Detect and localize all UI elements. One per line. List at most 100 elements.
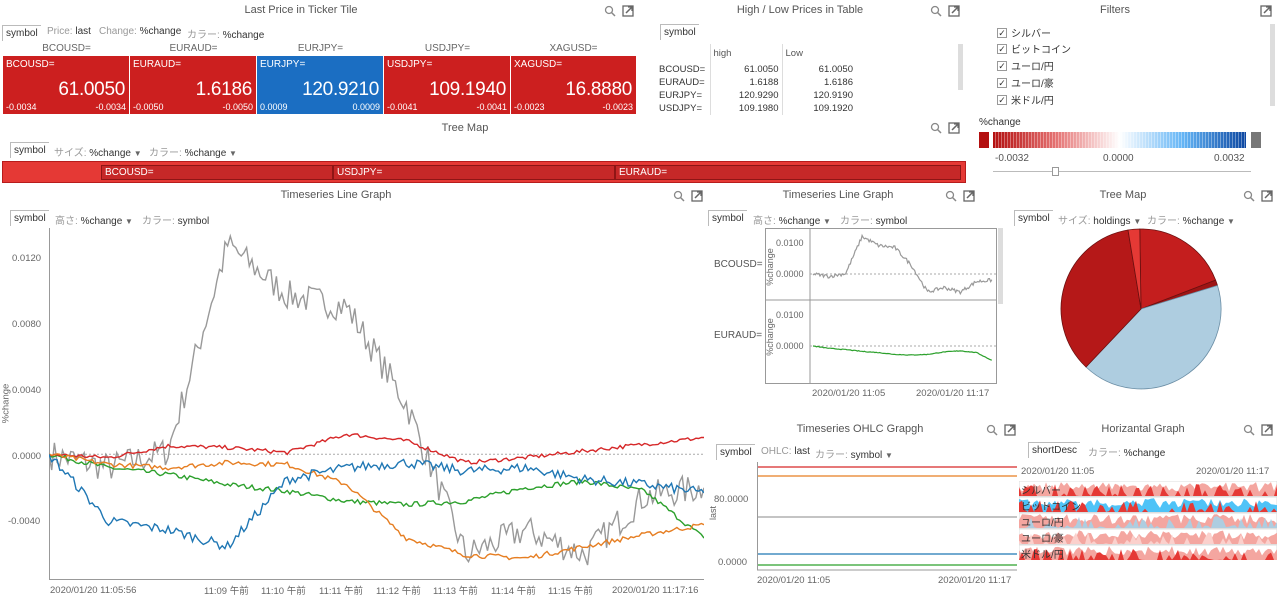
change-value[interactable]: %change bbox=[139, 26, 182, 37]
size-control[interactable]: サイズ: holdings ▼ bbox=[1058, 212, 1141, 227]
color-value[interactable]: %change bbox=[1182, 216, 1225, 227]
search-icon[interactable] bbox=[1243, 424, 1255, 436]
color-value[interactable]: symbol bbox=[875, 216, 908, 227]
color-value[interactable]: symbol bbox=[177, 216, 210, 227]
search-icon[interactable] bbox=[1243, 190, 1255, 202]
search-icon[interactable] bbox=[673, 190, 685, 202]
popout-icon[interactable] bbox=[948, 122, 960, 134]
color-control[interactable]: カラー: %change bbox=[1088, 444, 1165, 459]
change-control[interactable]: Change: %change bbox=[99, 26, 181, 37]
popout-icon[interactable] bbox=[691, 190, 703, 202]
series-line[interactable] bbox=[812, 345, 993, 361]
horizon-row-label: ビットコイン bbox=[1021, 502, 1081, 513]
pie-slice[interactable] bbox=[1127, 228, 1142, 310]
row-symbol: BCOUSD= bbox=[659, 64, 706, 75]
symbol-tag[interactable]: symbol bbox=[660, 24, 699, 40]
treemap-cell[interactable]: EURAUD= bbox=[615, 165, 961, 180]
legend-slider-track[interactable] bbox=[993, 171, 1251, 172]
filter-checkbox[interactable]: ✓ 米ドル/円 bbox=[997, 92, 1054, 107]
pie-slice[interactable] bbox=[1139, 228, 1217, 310]
treemap-cell[interactable]: USDJPY= bbox=[333, 165, 615, 180]
color-control[interactable]: カラー: %change ▼ bbox=[149, 144, 237, 159]
color-control[interactable]: カラー: symbol ▼ bbox=[815, 446, 893, 461]
horizon-chart[interactable] bbox=[1019, 481, 1277, 560]
symbol-tag[interactable]: symbol bbox=[716, 444, 755, 460]
popout-icon[interactable] bbox=[622, 5, 634, 17]
popout-icon[interactable] bbox=[1004, 424, 1016, 436]
y-tick: 0.0080 bbox=[12, 319, 42, 330]
pie-slice[interactable] bbox=[1060, 229, 1142, 368]
horizon-row-label: 米ドル/円 bbox=[1021, 550, 1064, 561]
symbol-tag[interactable]: symbol bbox=[10, 210, 49, 226]
horizon-row-label: ユーロ/円 bbox=[1021, 518, 1064, 529]
search-icon[interactable] bbox=[945, 190, 957, 202]
main-line-chart[interactable] bbox=[49, 228, 704, 580]
ticker-tile[interactable]: XAGUSD= 16.8880 -0.0023 -0.0023 bbox=[511, 56, 636, 114]
series-line[interactable] bbox=[812, 233, 993, 296]
symbol-tag[interactable]: symbol bbox=[10, 142, 49, 158]
search-icon[interactable] bbox=[930, 122, 942, 134]
height-value[interactable]: %change bbox=[80, 216, 123, 227]
color-value[interactable]: %change bbox=[184, 148, 227, 159]
filter-checkbox[interactable]: ✓ ユーロ/円 bbox=[997, 58, 1054, 73]
series-line[interactable] bbox=[49, 233, 704, 566]
hilo-scrollbar[interactable] bbox=[958, 44, 963, 90]
size-value[interactable]: holdings bbox=[1093, 216, 1131, 227]
height-control[interactable]: 高さ: %change ▼ bbox=[753, 212, 831, 227]
tile-change-left: 0.0009 bbox=[260, 102, 288, 112]
popout-icon[interactable] bbox=[963, 190, 975, 202]
price-value[interactable]: last bbox=[75, 26, 91, 37]
pie-chart[interactable] bbox=[1050, 226, 1232, 392]
ohlc-value[interactable]: last bbox=[794, 446, 810, 457]
symbol-tag[interactable]: shortDesc bbox=[1028, 442, 1081, 458]
popout-icon[interactable] bbox=[1260, 5, 1272, 17]
trellis-scrollbar[interactable] bbox=[998, 228, 1003, 304]
ticker-tile[interactable]: BCOUSD= 61.0050 -0.0034 -0.0034 bbox=[3, 56, 129, 114]
legend-max-swatch bbox=[1251, 132, 1261, 148]
check-icon: ✓ bbox=[997, 60, 1007, 71]
col-low-header[interactable]: Low bbox=[781, 44, 856, 63]
color-control[interactable]: カラー: %change bbox=[187, 26, 264, 41]
ohlc-chart[interactable] bbox=[757, 462, 1017, 572]
color-legend-bar bbox=[979, 132, 1267, 148]
color-value[interactable]: %change bbox=[222, 30, 265, 41]
price-control[interactable]: Price: last bbox=[47, 26, 91, 37]
color-label: カラー: bbox=[149, 148, 182, 159]
size-value[interactable]: %change bbox=[89, 148, 131, 159]
symbol-tag[interactable]: symbol bbox=[1014, 210, 1053, 226]
search-icon[interactable] bbox=[930, 5, 942, 17]
legend-slider-handle[interactable] bbox=[1052, 167, 1059, 176]
series-line[interactable] bbox=[49, 433, 704, 465]
color-value[interactable]: symbol bbox=[850, 450, 883, 461]
color-control[interactable]: カラー: symbol bbox=[840, 212, 907, 227]
search-icon[interactable] bbox=[604, 5, 616, 17]
popout-icon[interactable] bbox=[948, 5, 960, 17]
color-control[interactable]: カラー: %change ▼ bbox=[1147, 212, 1235, 227]
filter-checkbox[interactable]: ✓ シルバー bbox=[997, 25, 1051, 40]
symbol-tag[interactable]: symbol bbox=[708, 210, 747, 226]
series-line[interactable] bbox=[49, 453, 704, 561]
symbol-tag[interactable]: symbol bbox=[2, 25, 41, 41]
filter-checkbox[interactable]: ✓ ビットコイン bbox=[997, 41, 1071, 56]
treemap-cell[interactable]: BCOUSD= bbox=[101, 165, 333, 180]
tile-header: EURJPY= bbox=[297, 43, 344, 54]
ohlc-control[interactable]: OHLC: last bbox=[761, 446, 810, 457]
popout-icon[interactable] bbox=[1261, 190, 1273, 202]
ticker-tile[interactable]: USDJPY= 109.1940 -0.0041 -0.0041 bbox=[384, 56, 510, 114]
pie-slice[interactable] bbox=[1085, 284, 1222, 390]
x-tick: 2020/01/20 11:17 bbox=[1196, 466, 1270, 477]
filters-scrollbar[interactable] bbox=[1270, 24, 1275, 106]
ticker-tile[interactable]: EURAUD= 1.6186 -0.0050 -0.0050 bbox=[130, 56, 256, 114]
popout-icon[interactable] bbox=[1261, 424, 1273, 436]
height-value[interactable]: %change bbox=[778, 216, 821, 227]
filter-checkbox[interactable]: ✓ ユーロ/豪 bbox=[997, 75, 1054, 90]
color-value[interactable]: %change bbox=[1123, 448, 1166, 459]
search-icon[interactable] bbox=[986, 424, 998, 436]
height-control[interactable]: 高さ: %change ▼ bbox=[55, 212, 133, 227]
ticker-tile[interactable]: EURJPY= 120.9210 0.0009 0.0009 bbox=[257, 56, 383, 114]
col-high-header[interactable]: high bbox=[709, 44, 782, 63]
series-line[interactable] bbox=[49, 454, 704, 551]
size-control[interactable]: サイズ: %change ▼ bbox=[54, 144, 142, 159]
color-control[interactable]: カラー: symbol bbox=[142, 212, 209, 227]
trellis-line-chart[interactable] bbox=[765, 228, 997, 384]
